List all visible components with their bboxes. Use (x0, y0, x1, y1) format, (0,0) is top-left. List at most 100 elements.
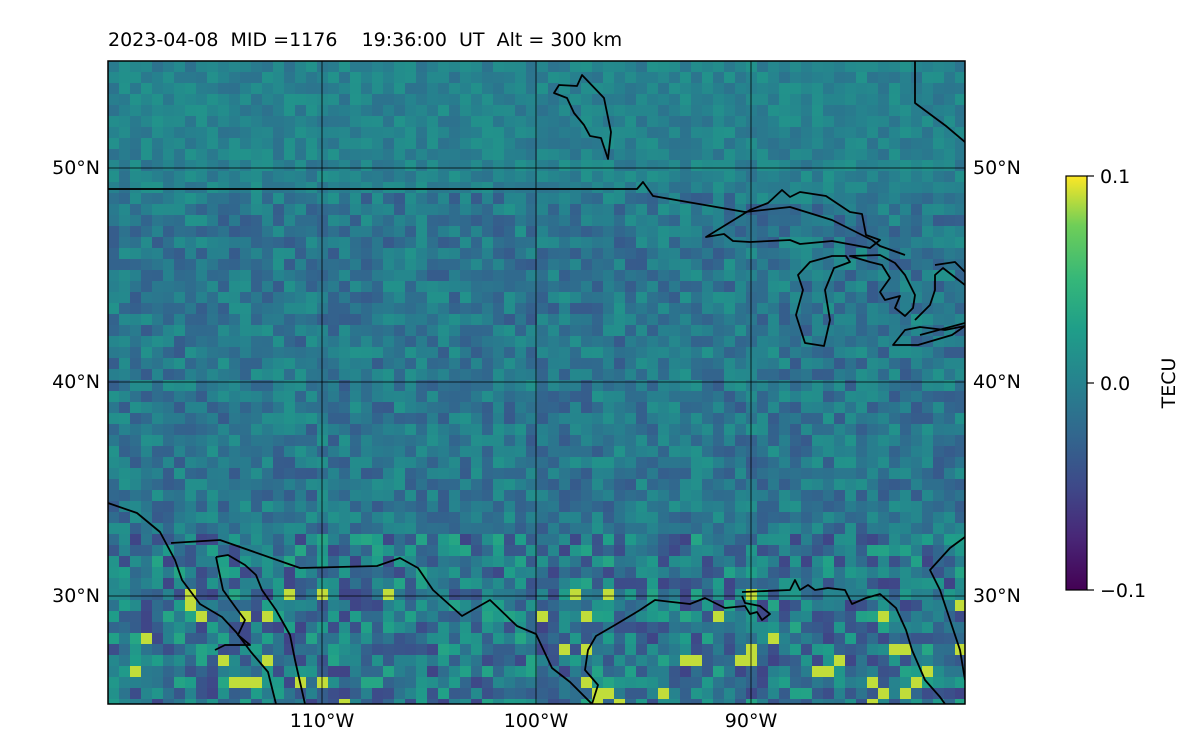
tec-cell (933, 402, 944, 413)
tec-cell (471, 512, 482, 523)
tec-cell (922, 171, 933, 182)
tec-cell (603, 171, 614, 182)
tec-cell (592, 138, 603, 149)
tec-cell (944, 237, 955, 248)
tec-cell (614, 171, 625, 182)
tec-cell (295, 116, 306, 127)
tec-cell (944, 699, 955, 704)
tec-cell (229, 523, 240, 534)
tec-cell (933, 160, 944, 171)
tec-cell (471, 171, 482, 182)
tec-cell (922, 413, 933, 424)
tec-cell (174, 611, 185, 622)
tec-cell (746, 380, 757, 391)
tec-cell (262, 677, 273, 688)
tec-cell (702, 105, 713, 116)
tec-cell (812, 171, 823, 182)
tec-cell (790, 127, 801, 138)
tec-cell (482, 215, 493, 226)
tec-cell (504, 237, 515, 248)
tec-cell (515, 391, 526, 402)
tec-cell (317, 369, 328, 380)
tec-cell (647, 490, 658, 501)
tec-cell (625, 567, 636, 578)
tec-cell (603, 72, 614, 83)
tec-cell (812, 259, 823, 270)
tec-cell (218, 589, 229, 600)
tec-cell (592, 644, 603, 655)
tec-cell (823, 644, 834, 655)
tec-cell (273, 600, 284, 611)
tec-cell (141, 237, 152, 248)
tec-cell (955, 655, 965, 666)
tec-cell (922, 72, 933, 83)
tec-cell (394, 622, 405, 633)
tec-cell (372, 655, 383, 666)
tec-cell (867, 149, 878, 160)
tec-cell (427, 182, 438, 193)
tec-cell (394, 578, 405, 589)
tec-cell (559, 105, 570, 116)
tec-cell (416, 314, 427, 325)
tec-cell (856, 215, 867, 226)
tec-cell (317, 149, 328, 160)
tec-cell (779, 215, 790, 226)
tec-cell (548, 237, 559, 248)
tec-cell (174, 149, 185, 160)
tec-cell (328, 545, 339, 556)
tec-cell (526, 402, 537, 413)
tec-cell (955, 160, 965, 171)
tec-cell (229, 116, 240, 127)
tec-cell (361, 545, 372, 556)
tec-cell (471, 622, 482, 633)
tec-cell (130, 413, 141, 424)
tec-cell (603, 622, 614, 633)
tec-cell (691, 677, 702, 688)
tec-cell (944, 644, 955, 655)
tec-cell (944, 160, 955, 171)
tec-cell (273, 413, 284, 424)
tec-cell (713, 468, 724, 479)
tec-cell (647, 633, 658, 644)
tec-cell (878, 358, 889, 369)
tec-cell (295, 61, 306, 72)
tec-cell (636, 699, 647, 704)
tec-cell (658, 116, 669, 127)
tec-cell (251, 380, 262, 391)
tec-cell (427, 292, 438, 303)
tec-cell (339, 468, 350, 479)
tec-cell (152, 413, 163, 424)
tec-cell (933, 127, 944, 138)
tec-cell (482, 347, 493, 358)
tec-cell (229, 336, 240, 347)
tec-cell (449, 534, 460, 545)
tec-cell (174, 61, 185, 72)
tec-cell (218, 226, 229, 237)
tec-cell (196, 545, 207, 556)
tec-cell (867, 358, 878, 369)
tec-cell (119, 446, 130, 457)
tec-cell (790, 600, 801, 611)
tec-cell (713, 688, 724, 699)
tec-cell (262, 490, 273, 501)
tec-cell (251, 468, 262, 479)
tec-cell (240, 303, 251, 314)
tec-cell (757, 457, 768, 468)
tec-cell (174, 622, 185, 633)
tec-cell (284, 347, 295, 358)
tec-cell (504, 105, 515, 116)
tec-cell (262, 402, 273, 413)
tec-cell (856, 468, 867, 479)
tec-cell (801, 380, 812, 391)
tec-cell (691, 523, 702, 534)
tec-cell (570, 259, 581, 270)
tec-cell (889, 72, 900, 83)
tec-cell (350, 116, 361, 127)
tec-cell (405, 149, 416, 160)
tec-cell (306, 391, 317, 402)
tec-cell (812, 468, 823, 479)
tec-cell (438, 292, 449, 303)
tec-cell (306, 424, 317, 435)
tec-cell (581, 556, 592, 567)
tec-cell (482, 248, 493, 259)
